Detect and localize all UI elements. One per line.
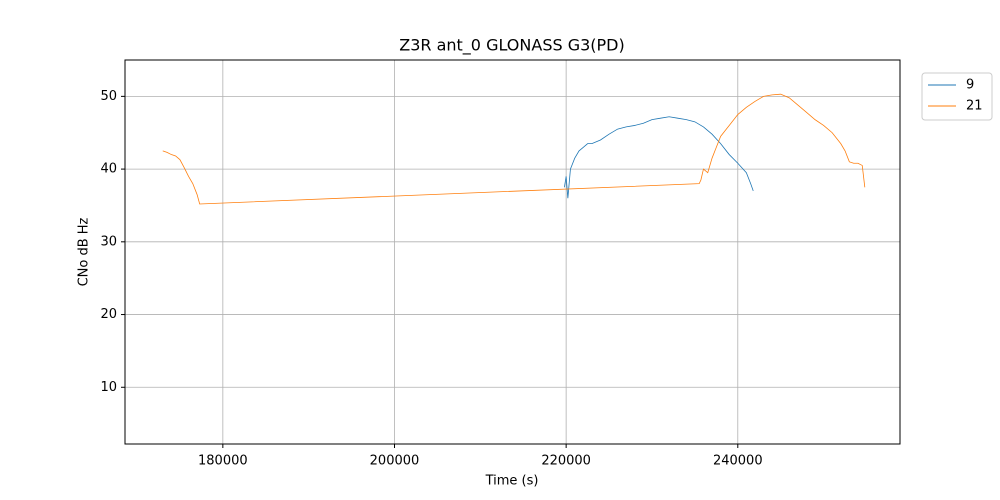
chart-title: Z3R ant_0 GLONASS G3(PD) — [399, 36, 625, 56]
legend-label: 9 — [966, 78, 974, 93]
y-tick-label: 10 — [100, 380, 117, 395]
series-line — [162, 93, 866, 205]
x-tick-label: 220000 — [541, 454, 591, 469]
series-line — [564, 116, 754, 199]
x-tick-label: 180000 — [198, 454, 248, 469]
x-tick-label: 240000 — [713, 454, 763, 469]
grid — [125, 60, 900, 444]
y-tick-label: 50 — [100, 89, 117, 104]
y-axis-label: CNo dB Hz — [77, 217, 92, 286]
plot-lines — [162, 93, 866, 205]
legend: 921 — [921, 72, 993, 121]
y-tick-label: 30 — [100, 234, 117, 249]
plot-frame — [124, 59, 901, 445]
x-axis-label: Time (s) — [485, 474, 539, 489]
y-tick-label: 20 — [100, 307, 117, 322]
x-tick-label: 200000 — [370, 454, 420, 469]
y-tick-label: 40 — [100, 162, 117, 177]
ticks: 180000 200000 220000 240000 10 20 30 40 50 — [100, 89, 762, 469]
legend-label: 21 — [966, 99, 983, 114]
